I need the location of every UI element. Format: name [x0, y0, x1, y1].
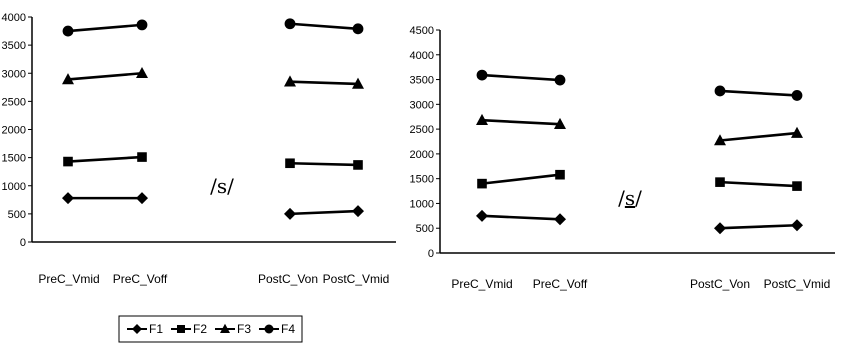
legend-f1-marker: [132, 324, 142, 334]
series-f4-line: [481, 73, 561, 82]
series-f3-line: [719, 131, 798, 142]
series-f1-point: [352, 205, 364, 218]
series-f3-line: [67, 71, 143, 81]
series-f3-line: [289, 80, 359, 86]
series-f2-line: [67, 155, 143, 163]
series-f1-point: [62, 192, 74, 205]
chart-panel-1: 0 500 1000 1500 2000 2500 3000 3500 4000 PreC_Vmi…: [2, 12, 396, 343]
y-tick-label: 3000: [410, 99, 434, 111]
series-f2-line: [719, 180, 798, 188]
series-f3-point: [62, 73, 74, 85]
series-f4-point: [352, 23, 364, 35]
y-tick-label: 0: [428, 248, 434, 260]
consonant-label: /s/: [210, 174, 234, 198]
y-tick-label: 1000: [410, 198, 434, 210]
series-f1-point: [714, 222, 726, 235]
y-tick-label: 1500: [2, 153, 26, 165]
y-tick-label: 1000: [2, 181, 26, 193]
series-f4-line: [289, 22, 359, 31]
series-f3-point: [714, 134, 726, 146]
legend: F1 F2 F3 F4: [118, 315, 303, 343]
y-tick-label: 2000: [2, 125, 26, 137]
series-f1-point: [554, 213, 566, 226]
legend-f1-label: F1: [149, 322, 163, 336]
legend-f2-label: F2: [193, 322, 207, 336]
series-f2-point: [285, 158, 295, 169]
y-tick-label: 2500: [2, 96, 26, 108]
series-f1-line: [481, 214, 561, 221]
series-f3-point: [554, 117, 566, 129]
series-f1-point: [476, 209, 488, 222]
y-tick-label: 4000: [410, 50, 434, 62]
y-tick-label: 0: [20, 237, 26, 249]
series-f2-point: [353, 160, 363, 170]
x-category-label: PreC_Vmid: [451, 277, 512, 291]
series-f3-point: [284, 75, 296, 87]
series-f4-point: [554, 74, 566, 86]
series-f3-line: [481, 118, 561, 126]
legend-f4-label: F4: [281, 322, 295, 336]
series-f4-line: [67, 23, 143, 33]
series-f1-line: [289, 209, 359, 216]
series-f3-point: [352, 77, 364, 89]
y-tick-label: 4500: [410, 25, 434, 37]
series-f1-point: [136, 192, 148, 205]
series-f4-point: [791, 90, 803, 101]
y-tick-label: 1500: [410, 174, 434, 186]
chart-panel-2: 0 500 1000 1500 2000 2500 3000 3500 4000 4500 PreC…: [410, 25, 835, 291]
series-f2-point: [137, 152, 147, 162]
y-tick-label: 2000: [410, 149, 434, 161]
series-f4-point: [136, 19, 148, 31]
x-category-label: PreC_Vmid: [38, 272, 99, 286]
consonant-label: /s/: [618, 186, 642, 210]
x-category-label: PreC_Voff: [113, 272, 168, 286]
legend-f3-label: F3: [237, 322, 251, 336]
legend-f2-marker: [177, 325, 185, 333]
x-category-label: PostC_Von: [258, 272, 318, 286]
x-category-label: PostC_Von: [690, 277, 750, 291]
y-tick-label: 500: [416, 223, 434, 235]
y-tick-label: 2500: [410, 124, 434, 136]
series-f4-point: [714, 85, 726, 97]
y-tick-label: 3500: [2, 40, 26, 52]
series-f3-point: [136, 66, 148, 79]
series-f2-point: [477, 178, 487, 189]
series-f2-point: [792, 181, 802, 191]
series-f2-point: [715, 177, 725, 187]
series-f1-point: [791, 219, 803, 232]
series-f3-point: [791, 126, 803, 138]
series-f2-point: [555, 169, 565, 180]
series-f1-line: [719, 223, 798, 230]
legend-f4-marker: [264, 324, 274, 334]
series-f3-point: [476, 113, 488, 125]
legend-f3-marker: [220, 323, 230, 333]
y-tick-label: 4000: [2, 12, 26, 24]
series-f1-point: [284, 207, 296, 220]
series-f4-point: [476, 69, 488, 81]
x-category-label: PostC_Vmid: [323, 272, 390, 286]
series-f2-line: [481, 173, 561, 185]
y-tick-label: 3500: [410, 75, 434, 87]
series-f4-line: [719, 89, 798, 97]
series-f2-point: [63, 156, 73, 167]
y-tick-label: 500: [8, 209, 26, 221]
y-tick-label: 3000: [2, 68, 26, 80]
series-f4-point: [62, 25, 74, 37]
series-f4-point: [284, 18, 296, 30]
series-f2-line: [289, 161, 359, 167]
x-category-label: PostC_Vmid: [764, 277, 831, 291]
x-category-label: PreC_Voff: [533, 277, 588, 291]
